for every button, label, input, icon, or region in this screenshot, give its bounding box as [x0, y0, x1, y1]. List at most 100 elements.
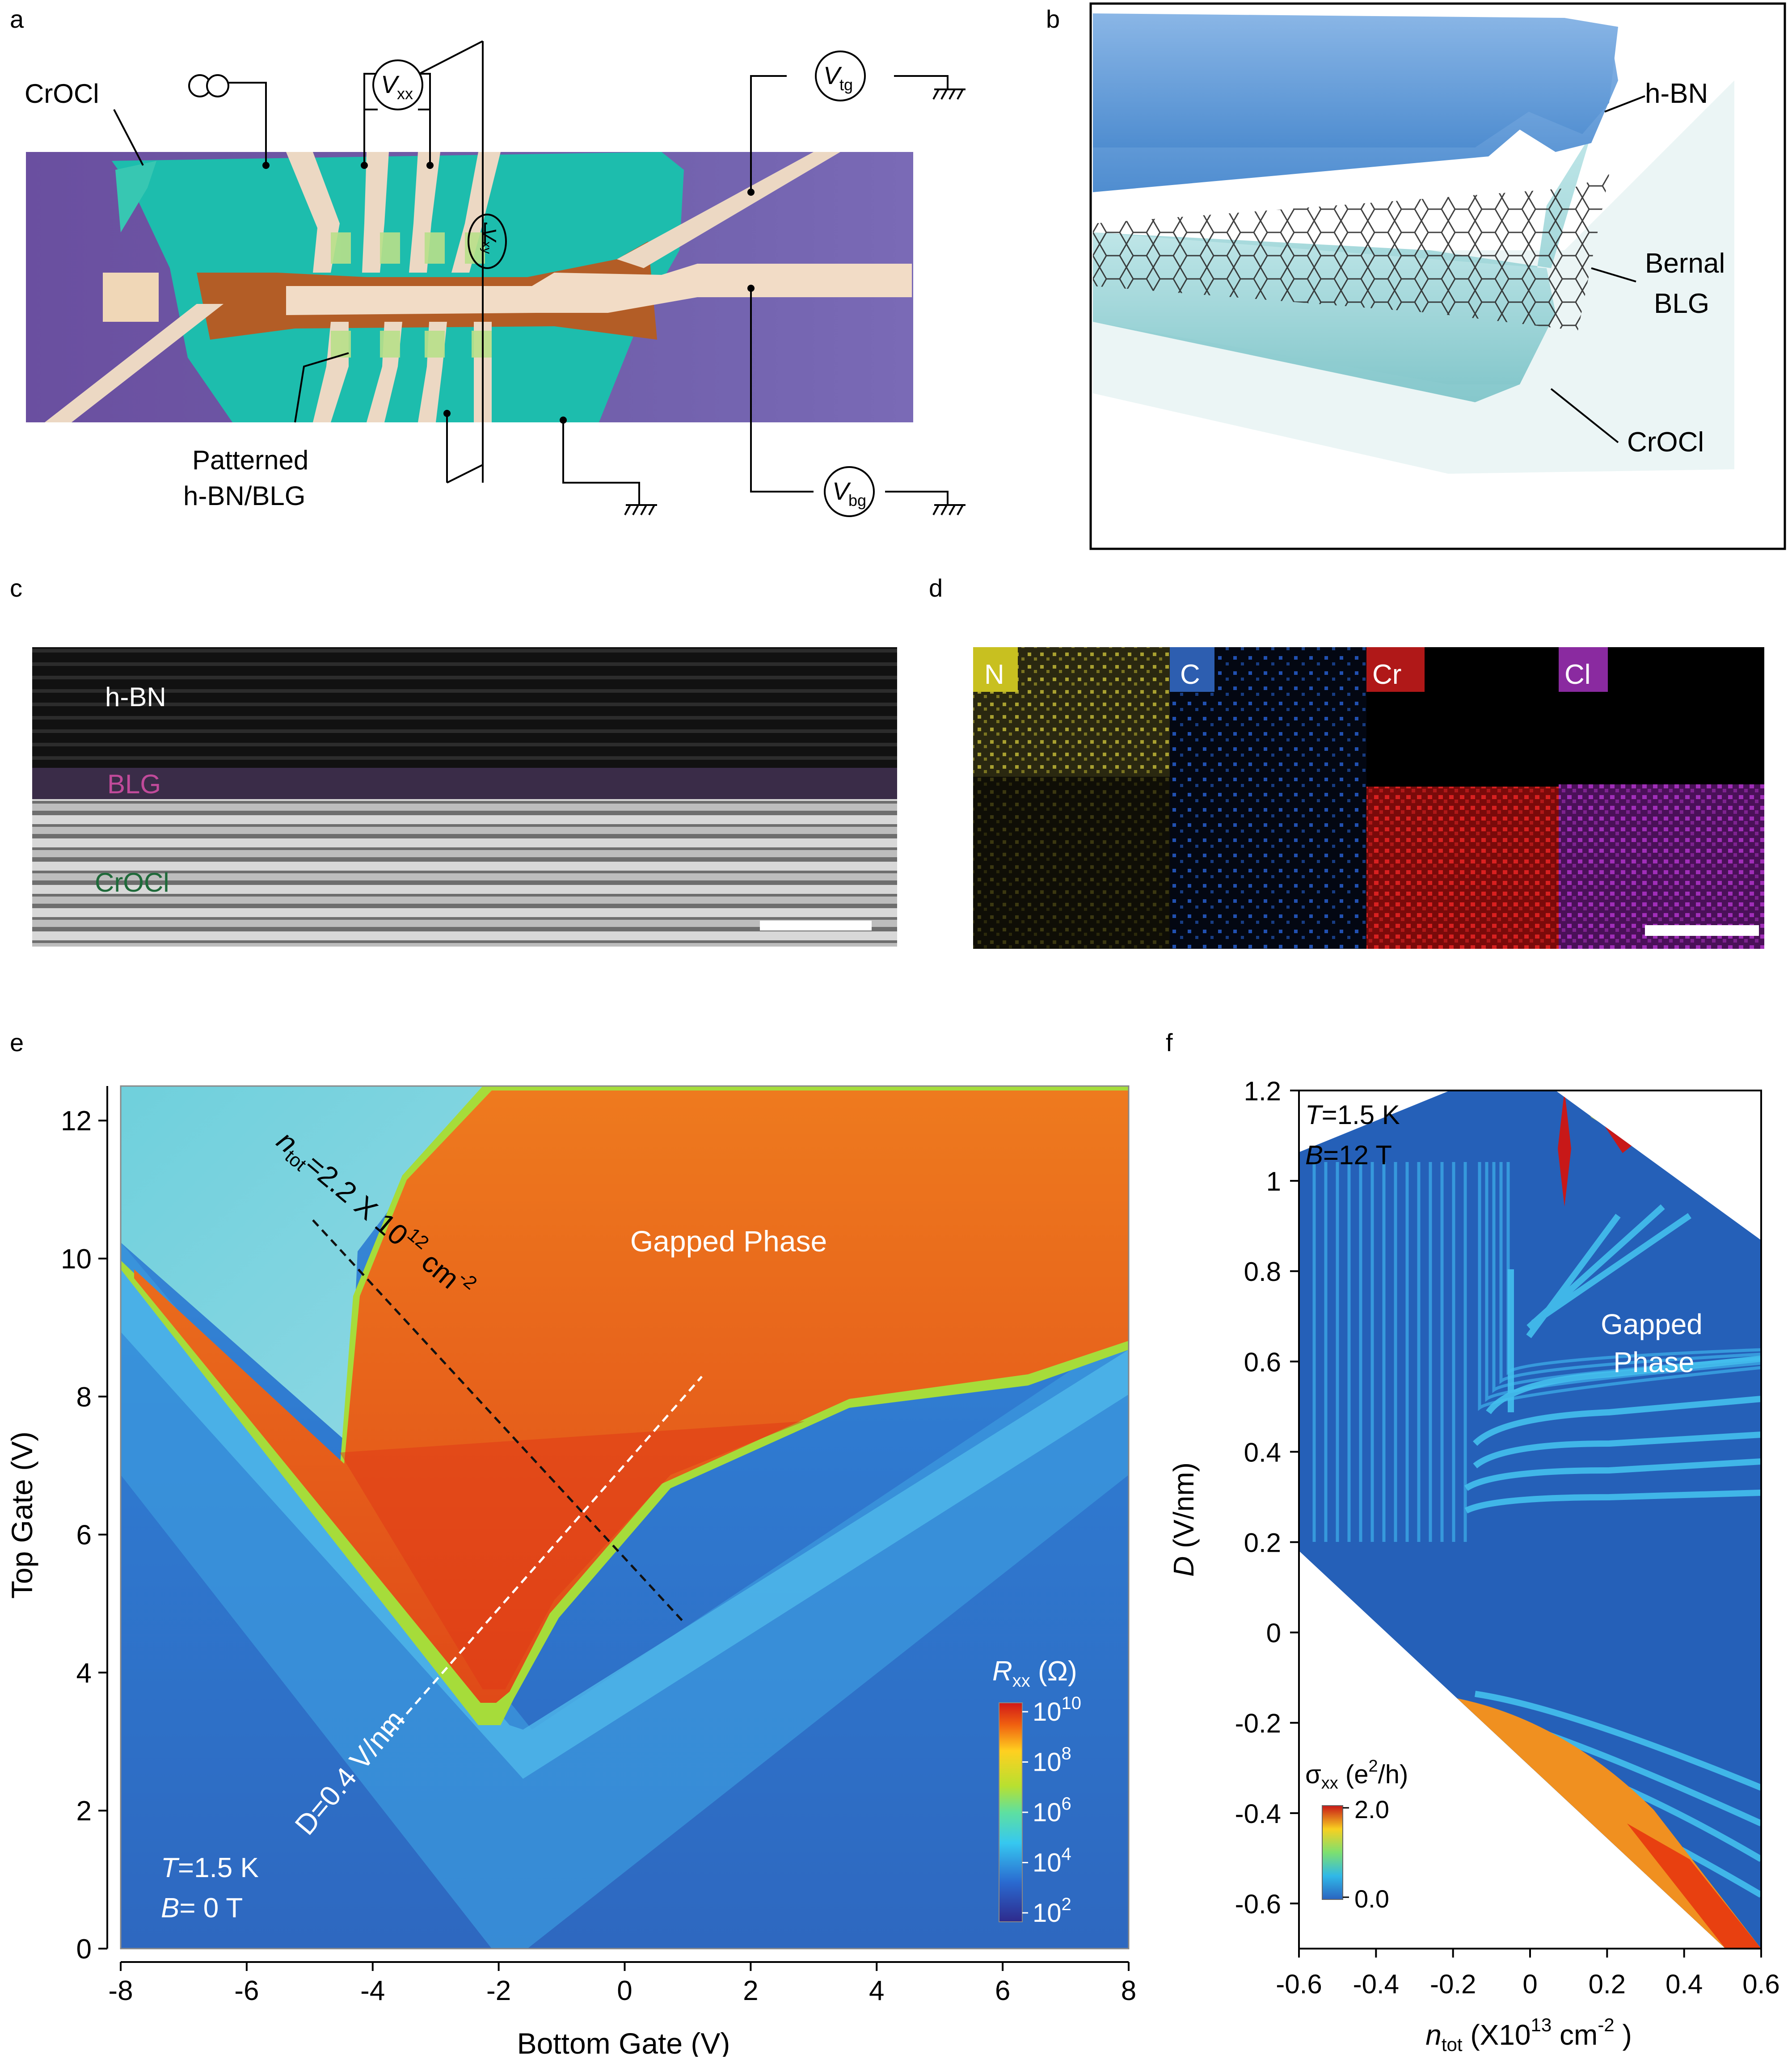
y-ticks-f: 1.2 1 0.8 0.6 0.4 0.2 0 -0.2 -0.4 -0.6	[1235, 1076, 1299, 1919]
x-tick-label-e: -6	[234, 1975, 259, 2006]
temperature-label-e: T=1.5 K	[161, 1853, 259, 1883]
schematic-heterostructure	[1089, 2, 1786, 550]
y-tick-label-f: 0.2	[1244, 1528, 1281, 1558]
x-tick-label-e: 0	[617, 1975, 632, 2006]
x-tick-label-e: -4	[360, 1975, 385, 2006]
x-tick-label-e: 2	[743, 1975, 758, 2006]
x-tick-label-e: 4	[869, 1975, 884, 2006]
x-ticks-f: -0.6 -0.4 -0.2 0 0.2 0.4 0.6	[1276, 1949, 1780, 1999]
y-tick-label-e: 2	[76, 1796, 92, 1827]
x-ticks-e: -8 -6 -4 -2 0 2 4 6 8	[108, 1962, 1136, 2006]
cbar-tick-label-e: 106	[1033, 1794, 1071, 1827]
scale-bar	[760, 921, 872, 931]
label-element-c: C	[1180, 659, 1200, 690]
y-tick-label-f: 0	[1266, 1618, 1281, 1648]
circuit-wires	[210, 40, 949, 505]
field-label-f: B=12 T	[1305, 1140, 1392, 1170]
cbar-tick-label-e: 102	[1033, 1895, 1071, 1928]
x-tick-label-f: 0.2	[1589, 1969, 1626, 1999]
x-tick-label-f: -0.4	[1353, 1969, 1399, 1999]
circuit-nodes	[262, 162, 755, 424]
svg-text:V: V	[478, 228, 500, 243]
landau-curve	[1499, 1162, 1761, 1384]
cbar-f-max: 2.0	[1354, 1795, 1389, 1823]
label-patterned-1: Patterned	[192, 445, 308, 475]
label-element-cl: Cl	[1564, 659, 1591, 690]
colorbar-ticks-e: 1010 108 106 104 102	[1022, 1693, 1081, 1928]
field-label-e: B= 0 T	[161, 1893, 243, 1924]
meter-vxx: V xx	[372, 59, 423, 110]
label-hbn-c: h-BN	[105, 682, 166, 712]
x-tick-label-e: 8	[1121, 1975, 1136, 2006]
y-axis-label-f: D (V/nm)	[1168, 1462, 1200, 1577]
panel-label-f: f	[1166, 1028, 1173, 1057]
eds-maps	[973, 647, 1764, 949]
gapped-label-f-2: Phase	[1613, 1346, 1694, 1378]
y-tick-label-e: 12	[61, 1106, 92, 1137]
x-tick-label-e: -2	[486, 1975, 511, 2006]
y-ticks-e: 0 2 4 6 8 10 12	[61, 1106, 107, 1965]
y-tick-label-f: -0.2	[1235, 1709, 1281, 1739]
svg-text:σxx (e2/h): σxx (e2/h)	[1305, 1757, 1408, 1793]
colorbar-e: Rxx (Ω)	[992, 1656, 1077, 1922]
heatmap-f	[1299, 1091, 1761, 1949]
label-hbn-b: h-BN	[1645, 78, 1708, 109]
landau-curve	[1485, 1162, 1761, 1402]
panel-label-d: d	[929, 574, 943, 602]
y-tick-label-f: 0.4	[1244, 1437, 1281, 1467]
y-tick-label-e: 4	[76, 1658, 92, 1688]
meter-vtg: V tg	[815, 51, 866, 101]
label-bernal: Bernal	[1645, 248, 1725, 279]
label-crocl-b: CrOCl	[1627, 427, 1704, 458]
svg-text:V: V	[823, 61, 842, 89]
panel-label-a: a	[10, 5, 24, 33]
label-element-n: N	[984, 659, 1004, 690]
y-tick-label-f: -0.4	[1235, 1799, 1281, 1829]
current-source-icon	[188, 74, 229, 97]
label-element-cr: Cr	[1372, 659, 1401, 690]
y-axis-label-e: Top Gate (V)	[5, 1432, 38, 1599]
meter-vbg: V bg	[824, 466, 875, 517]
label-patterned-2: h-BN/BLG	[183, 481, 305, 511]
ground-icon	[624, 88, 966, 515]
label-crocl-a: CrOCl	[25, 79, 99, 109]
y-tick-label-f: 1	[1266, 1166, 1281, 1196]
label-crocl-c: CrOCl	[95, 867, 169, 897]
y-tick-label-e: 10	[61, 1244, 92, 1275]
x-tick-label-e: -8	[108, 1975, 133, 2006]
gapped-phase-label-e: Gapped Phase	[630, 1225, 827, 1258]
meter-vxy: V xy	[468, 214, 507, 269]
panel-label-b: b	[1046, 5, 1060, 33]
y-tick-label-f: 1.2	[1244, 1076, 1281, 1106]
stem-image	[32, 647, 897, 947]
cbar-tick-label-e: 104	[1033, 1844, 1071, 1878]
svg-text:xy: xy	[480, 241, 494, 254]
svg-text:xx: xx	[397, 84, 413, 103]
panel-label-c: c	[10, 574, 22, 602]
x-tick-label-e: 6	[995, 1975, 1010, 2006]
heatmap-e	[121, 1086, 1129, 1949]
x-tick-label-f: 0.4	[1666, 1969, 1703, 1999]
label-blg-c: BLG	[107, 769, 161, 799]
x-axis-label-f: ntot (X1013 cm-2 )	[1425, 2014, 1632, 2055]
panel-label-e: e	[10, 1028, 24, 1057]
svg-text:V: V	[832, 477, 851, 505]
y-tick-label-f: 0.6	[1244, 1347, 1281, 1377]
svg-text:V: V	[381, 70, 400, 98]
y-tick-label-f: -0.6	[1235, 1889, 1281, 1919]
colorbar-f: σxx (e2/h) 2.0 0.0	[1305, 1757, 1408, 1913]
svg-text:tg: tg	[839, 76, 853, 94]
temperature-label-f: T=1.5 K	[1305, 1100, 1400, 1130]
x-tick-label-f: -0.2	[1430, 1969, 1476, 1999]
gapped-label-f-1: Gapped	[1601, 1308, 1703, 1340]
x-tick-label-f: -0.6	[1276, 1969, 1322, 1999]
y-tick-label-e: 6	[76, 1520, 92, 1551]
landau-curve	[1506, 1162, 1761, 1375]
y-tick-label-e: 8	[76, 1382, 92, 1413]
cbar-f-min: 0.0	[1354, 1885, 1389, 1913]
cbar-tick-label-e: 1010	[1033, 1693, 1081, 1726]
x-tick-label-f: 0.6	[1742, 1969, 1779, 1999]
label-blg: BLG	[1654, 288, 1709, 319]
y-tick-label-f: 0.8	[1244, 1257, 1281, 1287]
